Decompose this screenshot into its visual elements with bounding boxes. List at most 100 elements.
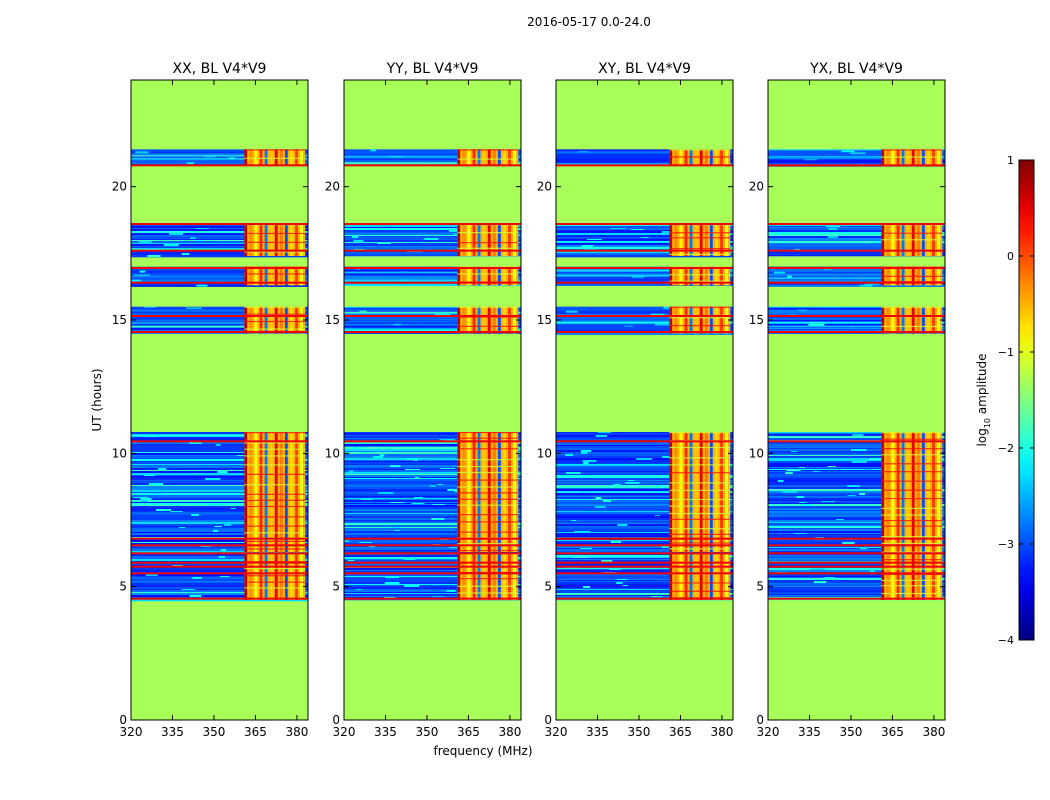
x-tick-label: 320 (120, 725, 143, 739)
data-block (344, 432, 521, 554)
rfi-band (881, 552, 943, 600)
rfi-band (881, 306, 943, 334)
data-block (131, 552, 308, 602)
colorbar-tick-label: 1 (1007, 154, 1014, 167)
panel-4: YX, BL V4*V9 320 335 350 365 380 0 5 10 15 20 (749, 61, 946, 739)
data-block (131, 266, 308, 287)
rfi-band (457, 306, 519, 334)
heatmap-image (556, 80, 733, 720)
panel-1: XX, BL V4*V9 320 335 350 365 380 0 5 10 15 20 (112, 61, 309, 739)
rfi-band (244, 306, 306, 334)
flag-lines (131, 164, 308, 600)
data-block (556, 432, 733, 554)
colorbar-tick-label: −2 (998, 442, 1014, 455)
colorbar-tick-label: −3 (998, 538, 1014, 551)
data-block (768, 552, 945, 601)
colorbar-tick-label: 0 (1007, 250, 1014, 263)
panel-title: YX, BL V4*V9 (809, 61, 903, 77)
data-block (131, 149, 308, 166)
colorbar-tick-label: −4 (998, 634, 1014, 647)
y-tick-label: 20 (537, 180, 552, 194)
rfi-band (244, 432, 306, 552)
y-axis-label: UT (hours) (90, 368, 104, 431)
rfi-band (244, 149, 306, 166)
y-tick-label: 0 (119, 713, 127, 727)
y-tick-label: 15 (325, 313, 340, 327)
colorbar-tick-label: −1 (998, 346, 1014, 359)
x-tick-label: 350 (628, 725, 651, 739)
panel-frame (767, 79, 946, 721)
y-tick-label: 10 (749, 446, 764, 460)
panel-title: YY, BL V4*V9 (386, 61, 479, 77)
y-tick-label: 0 (544, 713, 552, 727)
data-block (556, 149, 733, 166)
y-tick-label: 15 (749, 313, 764, 327)
x-tick-label: 320 (545, 725, 568, 739)
x-tick-label: 350 (203, 725, 226, 739)
data-block (131, 306, 308, 334)
flag-lines (768, 164, 945, 600)
x-tick-label: 380 (285, 725, 308, 739)
data-block (131, 224, 308, 258)
y-tick-label: 15 (537, 313, 552, 327)
panel-title: XX, BL V4*V9 (173, 61, 267, 77)
masked-background (768, 80, 945, 720)
colorbar: −4 −3 −2 −1 0 1 log10 amplitude (975, 154, 1035, 647)
rfi-band (457, 149, 519, 166)
panel-title: XY, BL V4*V9 (598, 61, 691, 77)
rfi-band (457, 432, 519, 552)
panels-group: XX, BL V4*V9 320 335 350 365 380 0 5 10 15 20 YY, B… (112, 61, 946, 739)
heatmap-image (344, 80, 521, 720)
rfi-band (457, 552, 519, 600)
data-block (344, 552, 521, 601)
masked-background (344, 80, 521, 720)
data-block (344, 149, 521, 166)
data-block (768, 149, 945, 167)
data-block (556, 224, 733, 258)
x-tick-label: 335 (798, 725, 821, 739)
rfi-band (669, 432, 731, 552)
data-block (344, 224, 521, 257)
panel-frame (343, 79, 522, 721)
y-tick-label: 0 (332, 713, 340, 727)
masked-background (556, 80, 733, 720)
x-tick-label: 350 (416, 725, 439, 739)
y-tick-label: 5 (756, 580, 764, 594)
x-tick-label: 335 (161, 725, 184, 739)
y-tick-label: 15 (112, 313, 127, 327)
data-block (131, 432, 308, 554)
rfi-band (669, 306, 731, 334)
data-block (768, 432, 945, 554)
y-tick-label: 10 (112, 446, 127, 460)
y-tick-label: 0 (756, 713, 764, 727)
flag-lines (344, 164, 521, 600)
y-tick-label: 20 (112, 180, 127, 194)
x-tick-label: 365 (881, 725, 904, 739)
x-tick-label: 365 (457, 725, 480, 739)
rfi-band (244, 552, 306, 600)
y-tick-label: 5 (544, 580, 552, 594)
panel-2: YY, BL V4*V9 320 335 350 365 380 0 5 10 15 20 (325, 61, 522, 739)
x-tick-label: 380 (498, 725, 521, 739)
rfi-band (669, 552, 731, 600)
heatmap-image (768, 80, 945, 720)
data-block (768, 306, 945, 334)
y-tick-label: 5 (332, 580, 340, 594)
x-tick-label: 335 (374, 725, 397, 739)
colorbar-label: log10 amplitude (975, 354, 992, 447)
colorbar-gradient (1018, 159, 1035, 641)
rfi-band (881, 432, 943, 553)
x-tick-label: 380 (922, 725, 945, 739)
heatmap-image (131, 80, 308, 720)
x-tick-label: 380 (710, 725, 733, 739)
x-tick-label: 320 (757, 725, 780, 739)
x-axis-label: frequency (MHz) (433, 744, 532, 758)
panel-frame (130, 79, 309, 721)
panel-3: XY, BL V4*V9 320 335 350 365 380 0 5 10 15 20 (537, 61, 734, 739)
rfi-band (244, 266, 306, 286)
x-tick-label: 365 (669, 725, 692, 739)
rfi-band (669, 149, 731, 166)
data-block (344, 306, 521, 334)
figure-title: 2016-05-17 0.0-24.0 (527, 15, 651, 29)
